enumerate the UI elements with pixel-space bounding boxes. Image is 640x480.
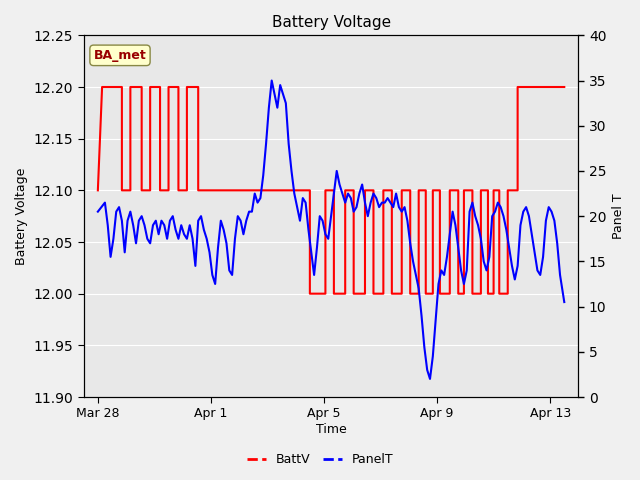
X-axis label: Time: Time bbox=[316, 423, 346, 436]
Text: BA_met: BA_met bbox=[93, 49, 147, 62]
Y-axis label: Battery Voltage: Battery Voltage bbox=[15, 168, 28, 265]
Title: Battery Voltage: Battery Voltage bbox=[271, 15, 390, 30]
Legend: BattV, PanelT: BattV, PanelT bbox=[242, 448, 398, 471]
Y-axis label: Panel T: Panel T bbox=[612, 193, 625, 239]
